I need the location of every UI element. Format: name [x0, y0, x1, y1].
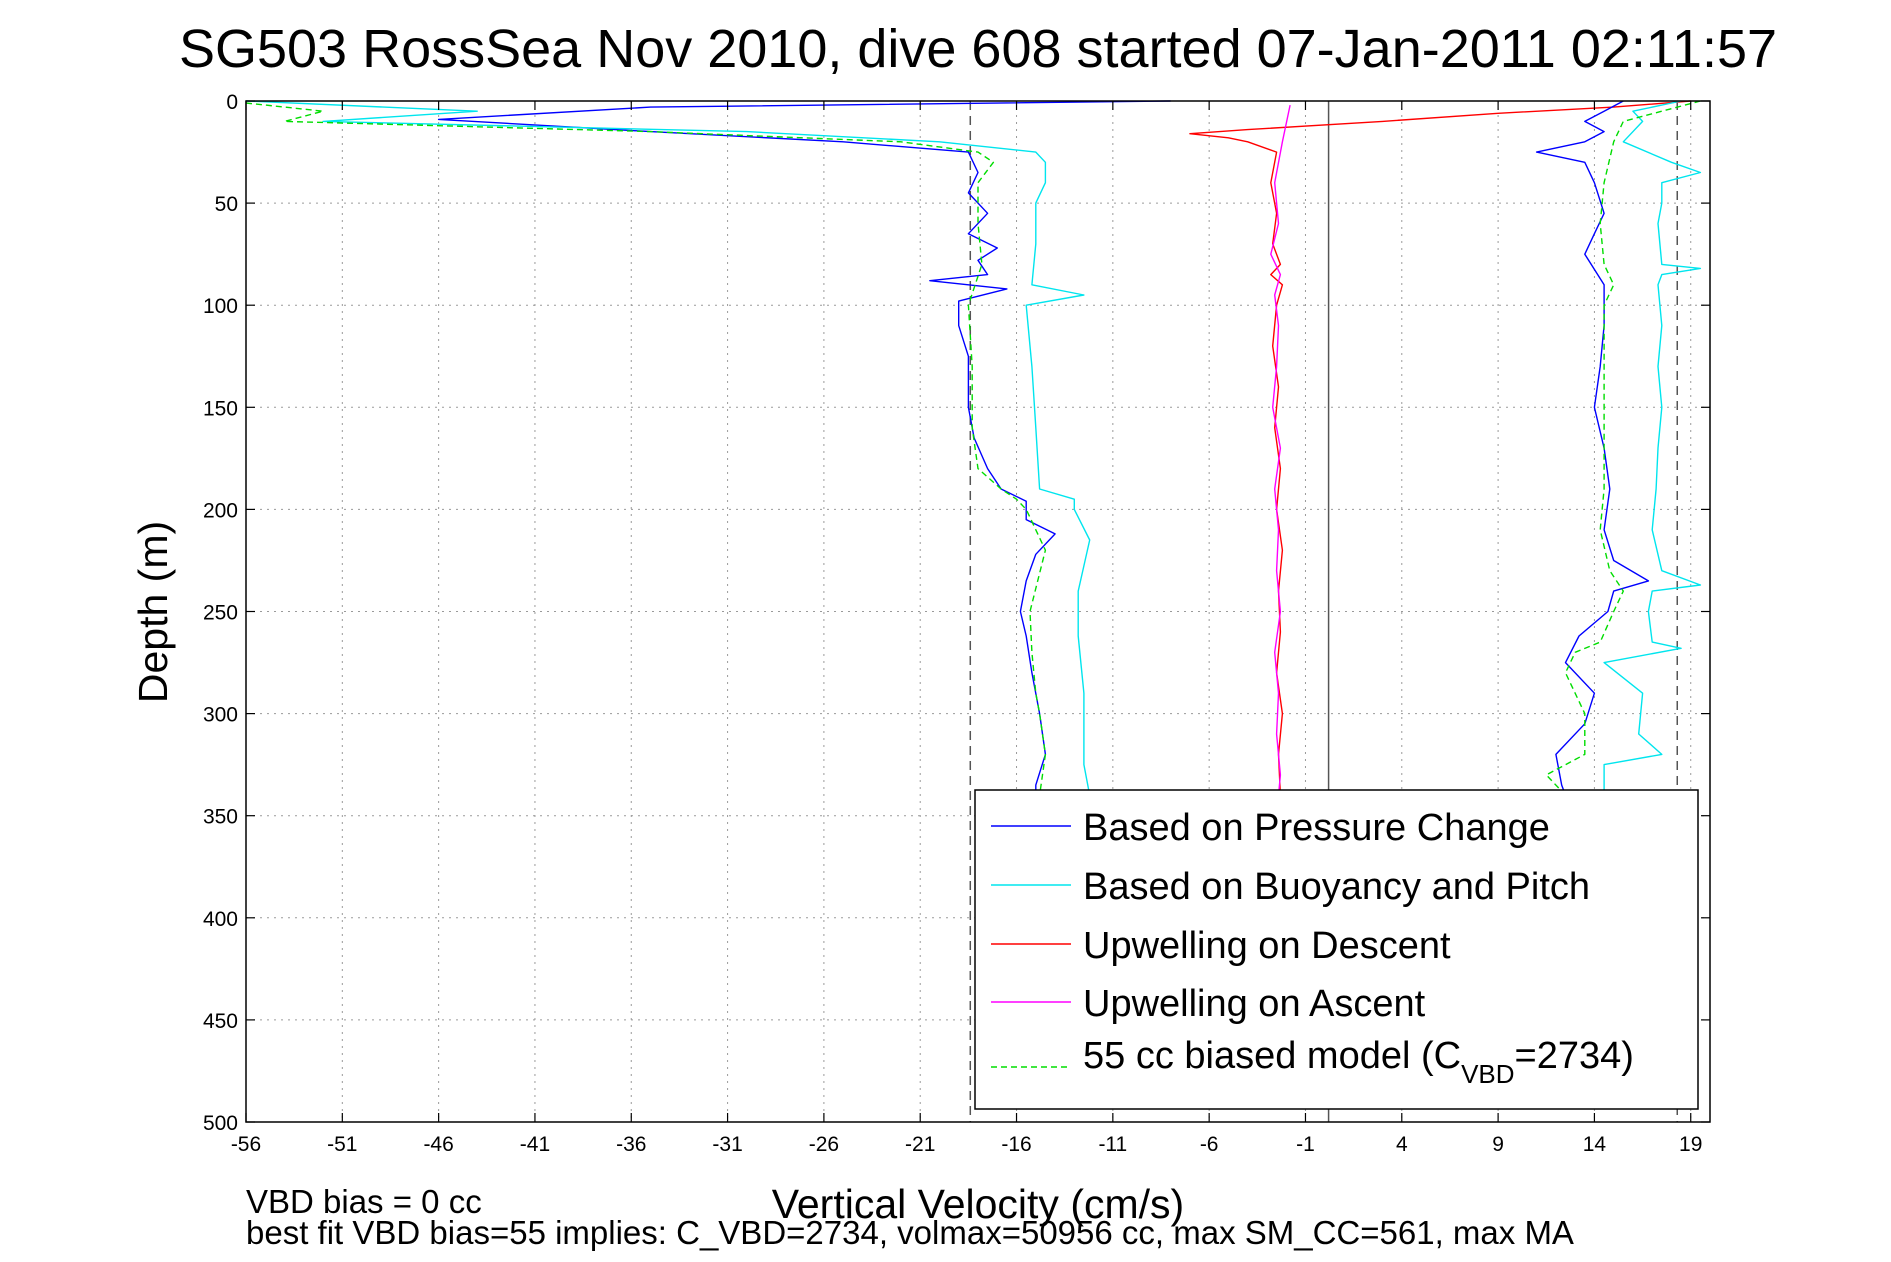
- legend-item: Upwelling on Ascent: [991, 983, 1426, 1025]
- legend-label: Upwelling on Ascent: [1083, 983, 1426, 1025]
- x-tick-label: -51: [327, 1133, 357, 1156]
- legend-item: Based on Pressure Change: [991, 807, 1550, 849]
- legend-label-subscript: VBD: [1461, 1059, 1514, 1089]
- y-tick-label: 250: [203, 602, 238, 625]
- note-best-fit: best fit VBD bias=55 implies: C_VBD=2734…: [246, 1214, 1574, 1251]
- x-tick-label: -46: [423, 1133, 453, 1156]
- y-tick-label: 400: [203, 908, 238, 931]
- y-tick-label: 450: [203, 1010, 238, 1033]
- x-tick-label: -26: [809, 1133, 839, 1156]
- note-vbd-bias: VBD bias = 0 cc: [246, 1183, 482, 1220]
- legend-box: [974, 789, 1699, 1110]
- y-tick-label: 300: [203, 704, 238, 727]
- y-tick-label: 500: [203, 1112, 238, 1135]
- x-tick-label: 9: [1492, 1133, 1504, 1156]
- series-line-upwelling-on-ascent: [1270, 104, 1291, 796]
- x-tick-label: -41: [520, 1133, 550, 1156]
- y-tick-labels: 0 50 100 150 200 250 300 350 400 450 500: [203, 91, 1710, 1135]
- legend-label: Based on Buoyancy and Pitch: [1083, 866, 1590, 908]
- legend-label: Upwelling on Descent: [1083, 925, 1451, 967]
- legend-label: 55 cc biased model (CVBD=2734): [1083, 1035, 1634, 1089]
- legend: Based on Pressure Change Based on Buoyan…: [974, 789, 1699, 1110]
- legend-item: Upwelling on Descent: [991, 925, 1451, 967]
- y-tick-label: 200: [203, 499, 238, 522]
- chart-title: SG503 RossSea Nov 2010, dive 608 started…: [179, 19, 1777, 79]
- legend-label: Based on Pressure Change: [1083, 807, 1550, 849]
- x-tick-label: -31: [712, 1133, 742, 1156]
- x-tick-label: 19: [1679, 1133, 1702, 1156]
- x-tick-label: -21: [905, 1133, 935, 1156]
- x-axis-label: Vertical Velocity (cm/s): [772, 1181, 1184, 1227]
- x-tick-label: -16: [1001, 1133, 1031, 1156]
- y-tick-label: 50: [215, 193, 238, 216]
- series-line-ascent-pressure-change: [1535, 100, 1650, 796]
- legend-item: 55 cc biased model (CVBD=2734): [991, 1035, 1634, 1089]
- legend-label-prefix: 55 cc biased model (C: [1083, 1035, 1461, 1077]
- series-line-55-cc-biased-model-c-vbd-2734: [245, 102, 1047, 796]
- x-tick-label: -36: [616, 1133, 646, 1156]
- series-line-upwelling-on-descent: [1189, 100, 1691, 796]
- x-tick-label: -6: [1200, 1133, 1219, 1156]
- y-tick-label: 150: [203, 397, 238, 420]
- y-tick-label: 100: [203, 295, 238, 318]
- series-line-based-on-pressure-change: [437, 100, 1171, 796]
- series-line-based-on-buoyancy-and-pitch: [245, 100, 1091, 796]
- y-tick-label: 0: [226, 91, 238, 114]
- x-tick-label: -11: [1098, 1133, 1127, 1156]
- series-line-ascent-buoyancy-pitch: [1603, 100, 1702, 796]
- x-tick-label: 4: [1396, 1133, 1408, 1156]
- y-tick-label: 350: [203, 806, 238, 829]
- x-tick-labels: -56 -51 -46 -41 -36 -31 -26 -21 -16 -11 -6 -1 4 9 14 19: [231, 101, 1702, 1156]
- x-tick-label: -1: [1296, 1133, 1315, 1156]
- legend-item: Based on Buoyancy and Pitch: [991, 866, 1590, 908]
- data-series: [245, 100, 1702, 796]
- x-tick-label: 14: [1583, 1133, 1607, 1156]
- y-axis-label: Depth (m): [130, 521, 176, 703]
- x-tick-label: -56: [231, 1133, 261, 1156]
- series-line-ascent-biased-model: [1545, 100, 1701, 796]
- legend-label-suffix: =2734): [1515, 1035, 1634, 1077]
